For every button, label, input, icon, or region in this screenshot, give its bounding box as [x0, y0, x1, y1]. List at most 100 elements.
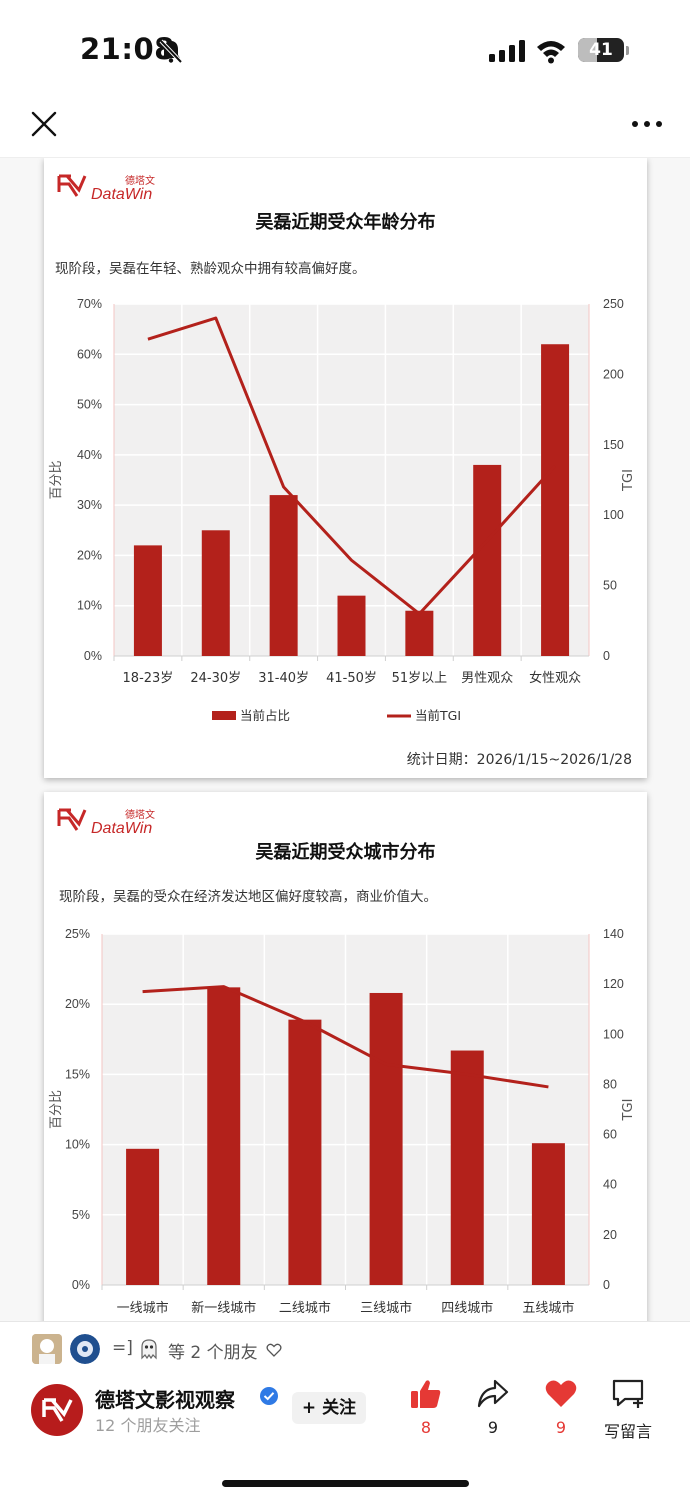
x-tick-label: 18-23岁 [123, 671, 174, 686]
y-tick-label: 0% [72, 1278, 90, 1292]
y-tick-label: 20% [65, 997, 90, 1011]
datawin-logo: 德塔文 DataWin [57, 804, 157, 838]
x-tick-label: 新一线城市 [191, 1300, 256, 1316]
friends-liked-text: 等 2 个朋友 [168, 1343, 258, 1363]
chart-title: 吴磊近期受众年龄分布 [255, 212, 436, 233]
x-tick-label: 24-30岁 [190, 671, 241, 686]
y2-tick-label: 20 [603, 1228, 617, 1242]
wifi-icon [537, 41, 565, 64]
status-bar: 21:08 41 [0, 0, 690, 100]
bottom-bar: =] 等 2 个朋友 德塔文影视观察 12 个朋友关注 + 关注 8 9 [0, 1321, 690, 1499]
bar [405, 610, 434, 656]
friends-prefix: =] [112, 1338, 133, 1358]
more-icon[interactable] [630, 118, 664, 130]
x-tick-label: 五线城市 [522, 1300, 574, 1316]
stat-date: 统计日期：2026/1/15~2026/1/28 [406, 752, 632, 768]
bar [531, 1143, 565, 1285]
close-icon[interactable] [30, 110, 58, 138]
bar [473, 464, 502, 656]
y2-tick-label: 140 [603, 927, 624, 941]
bar [541, 344, 570, 656]
bar [133, 545, 162, 656]
x-tick-label: 41-50岁 [326, 671, 377, 686]
chart-description: 现阶段，吴磊的受众在经济发达地区偏好度较高，商业价值大。 [59, 889, 437, 905]
battery-indicator: 41 [578, 38, 624, 62]
datawin-logo: 德塔文 DataWin [57, 170, 157, 204]
signal-icon [489, 40, 525, 62]
share-count: 9 [487, 1418, 499, 1437]
y2-tick-label: 150 [603, 438, 624, 452]
bar [450, 1050, 484, 1285]
nav-bar [0, 100, 690, 158]
verified-badge-icon [260, 1387, 278, 1405]
account-name[interactable]: 德塔文影视观察 [95, 1388, 235, 1412]
x-tick-label: 女性观众 [529, 670, 581, 686]
account-avatar[interactable] [31, 1384, 83, 1436]
chart-card-city: 德塔文 DataWin 吴磊近期受众城市分布 现阶段，吴磊的受众在经济发达地区偏… [44, 792, 647, 1321]
battery-level: 41 [589, 40, 613, 60]
legend-line-label: 当前TGI [415, 708, 461, 723]
heart-button[interactable]: 9 [531, 1378, 591, 1448]
heart-outline-icon [266, 1343, 282, 1357]
comment-label: 写留言 [603, 1422, 652, 1441]
friend-avatar-image [70, 1334, 100, 1364]
home-indicator [222, 1480, 469, 1487]
ghost-emoji-icon [141, 1339, 157, 1360]
age-distribution-chart: 0% 10% 20% 30% 40% 50% 60% 70% 0 50 100 150 200 250 百分… [49, 297, 636, 723]
chart-description: 现阶段，吴磊在年轻、熟龄观众中拥有较高偏好度。 [55, 261, 366, 277]
y2-tick-label: 80 [603, 1077, 617, 1091]
datawin-logo-icon [57, 808, 87, 831]
y2-axis-title: TGI [621, 1099, 636, 1122]
like-button[interactable]: 8 [396, 1378, 456, 1448]
y2-tick-label: 0 [603, 1278, 610, 1292]
legend-bar-swatch [212, 711, 236, 720]
x-tick-label: 31-40岁 [258, 671, 309, 686]
bar [337, 595, 366, 656]
y2-tick-label: 60 [603, 1128, 617, 1142]
x-tick-label: 三线城市 [360, 1300, 412, 1316]
bell-slash-icon [159, 39, 183, 64]
thumbs-up-icon [411, 1380, 441, 1408]
x-tick-label: 二线城市 [279, 1300, 331, 1316]
bar [288, 1019, 322, 1285]
heart-count: 9 [555, 1418, 567, 1437]
follow-button[interactable]: + 关注 [292, 1392, 366, 1424]
bar [269, 495, 298, 656]
article-content: 德塔文 DataWin 吴磊近期受众年龄分布 现阶段，吴磊在年轻、熟龄观众中拥有… [0, 158, 690, 1321]
y2-tick-label: 100 [603, 508, 624, 522]
bar [126, 1148, 160, 1285]
tgi-line [142, 985, 549, 1089]
chart-title: 吴磊近期受众城市分布 [255, 842, 436, 863]
legend-bar-label: 当前占比 [240, 708, 290, 723]
y-tick-label: 15% [65, 1067, 90, 1081]
y2-axis-title: TGI [621, 469, 636, 492]
share-icon [477, 1379, 509, 1408]
x-tick-label: 51岁以上 [392, 671, 448, 686]
y-tick-label: 30% [77, 498, 102, 512]
comment-button[interactable]: 写留言 [598, 1378, 658, 1448]
y2-tick-label: 100 [603, 1027, 624, 1041]
tgi-line [147, 316, 557, 616]
y2-tick-label: 120 [603, 977, 624, 991]
friend-avatar[interactable] [70, 1334, 100, 1364]
y2-tick-label: 0 [603, 649, 610, 663]
y-tick-label: 5% [72, 1208, 90, 1222]
y-tick-label: 10% [65, 1138, 90, 1152]
bar [369, 992, 403, 1285]
like-count: 8 [420, 1418, 432, 1437]
friend-avatar[interactable] [32, 1334, 62, 1364]
y-tick-label: 20% [77, 548, 102, 562]
y-tick-label: 40% [77, 448, 102, 462]
y2-tick-label: 200 [603, 367, 624, 381]
status-time: 21:08 [80, 32, 175, 66]
chart-card-age: 德塔文 DataWin 吴磊近期受众年龄分布 现阶段，吴磊在年轻、熟龄观众中拥有… [44, 158, 647, 778]
bar [201, 530, 230, 656]
y2-tick-label: 250 [603, 297, 624, 311]
y2-tick-label: 50 [603, 579, 617, 593]
comment-icon [612, 1379, 644, 1408]
datawin-logo-icon [42, 1398, 73, 1422]
datawin-logo-icon [57, 174, 87, 197]
friend-avatar-image [32, 1334, 62, 1364]
share-button[interactable]: 9 [463, 1378, 523, 1448]
account-followers: 12 个朋友关注 [95, 1416, 201, 1435]
